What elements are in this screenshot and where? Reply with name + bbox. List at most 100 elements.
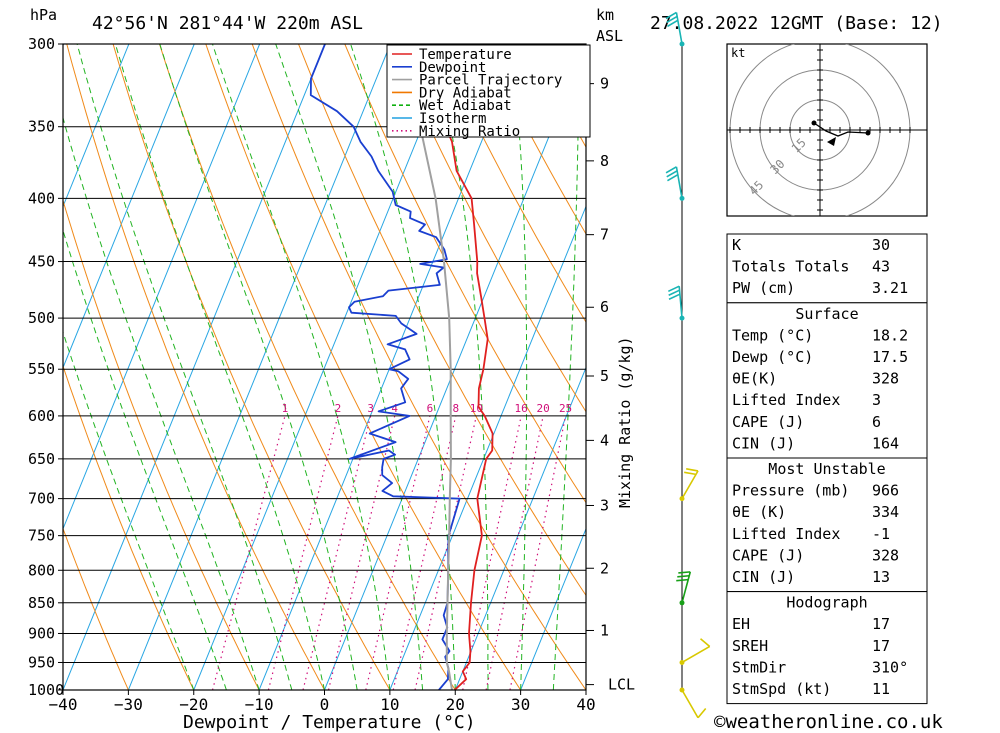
wind-barb xyxy=(679,638,711,665)
wet-adiabat-line xyxy=(159,44,358,690)
hodograph-trace xyxy=(813,122,869,137)
pressure-tick-label: 750 xyxy=(28,527,55,545)
indices-block-title: Surface xyxy=(795,305,858,323)
indices-row-value: 17.5 xyxy=(872,348,908,366)
indices-tables: K 30 Totals Totals 43 PW (cm) 3.21 Surface Temp… xyxy=(726,233,928,705)
temperature-tick-label: 20 xyxy=(446,695,465,714)
dry-adiabat-line xyxy=(994,44,1000,690)
temperature-tick-label: −10 xyxy=(245,695,274,714)
mixing-ratio-label: 6 xyxy=(427,402,434,415)
wind-barb-staff xyxy=(681,470,699,500)
hodograph-unit: kt xyxy=(731,46,745,60)
wind-barb-flag xyxy=(686,468,699,472)
temperature-tick-label: 0 xyxy=(320,695,330,714)
pressure-axis: 300 350 400 450 500 550 600 650 700 750 800 850 900 9… xyxy=(28,35,64,699)
wind-barb-dot xyxy=(679,687,685,693)
indices-row-value: 334 xyxy=(872,503,899,521)
mixing-ratio-label: 4 xyxy=(391,402,398,415)
temperature-tick-label: −20 xyxy=(179,695,208,714)
isotherm-line xyxy=(63,44,130,208)
wind-barb-flag xyxy=(667,19,679,28)
copyright-footer: ©weatheronline.co.uk xyxy=(714,711,943,733)
indices-block-title: Hodograph xyxy=(786,594,867,612)
height-tick-label: 3 xyxy=(600,496,609,514)
indices-row-value: 6 xyxy=(872,413,881,431)
pressure-tick-label: 600 xyxy=(28,407,55,425)
wet-adiabat-line xyxy=(275,44,424,690)
wind-barb xyxy=(668,285,685,321)
series-parcel-trajectory xyxy=(395,44,453,690)
dry-adiabat-line xyxy=(344,44,586,504)
dry-adiabat-line xyxy=(437,44,586,324)
wet-adiabat-line xyxy=(510,44,528,690)
height-axis: 9 8 7 6 5 4 3 2 1 LCL xyxy=(586,75,635,694)
isotherm-line xyxy=(63,44,261,531)
indices-row-value: 310° xyxy=(872,658,908,676)
wind-barb-staff xyxy=(681,645,711,664)
wind-barb-dot xyxy=(679,600,685,606)
indices-row-value: 30 xyxy=(872,236,890,254)
wind-barb-staff xyxy=(681,571,692,604)
dry-adiabat-line xyxy=(159,44,456,690)
temperature-tick-label: −40 xyxy=(49,695,78,714)
indices-row-label: Temp (°C) xyxy=(732,326,813,344)
wind-barb-flag xyxy=(676,578,689,582)
height-tick-label: LCL xyxy=(608,676,635,694)
legend-label: Mixing Ratio xyxy=(419,124,520,140)
indices-row-value: 11 xyxy=(872,680,890,698)
height-tick-label: 8 xyxy=(600,152,609,170)
wind-barb xyxy=(676,571,692,606)
height-tick-label: 7 xyxy=(600,226,609,244)
wind-barb-flag xyxy=(684,471,697,476)
pressure-tick-label: 900 xyxy=(28,624,55,642)
isotherm-line xyxy=(389,205,586,690)
dry-adiabat-line xyxy=(251,44,586,690)
wind-barb-flag xyxy=(665,11,677,20)
dry-adiabat-line xyxy=(63,198,260,690)
height-tick-label: 1 xyxy=(600,621,609,639)
wind-barb-flag xyxy=(667,174,679,182)
datetime-title: 27.08.2022 12GMT (Base: 12) xyxy=(650,13,943,34)
temperature-axis: −40 −30 −20 −10 0 10 20 30 40 xyxy=(49,690,596,714)
temperature-tick-label: −30 xyxy=(114,695,143,714)
mixing-ratio-label: 10 xyxy=(470,402,483,415)
height-tick-label: 9 xyxy=(600,75,609,93)
pressure-tick-label: 300 xyxy=(28,35,55,53)
wind-barb-staff xyxy=(675,166,683,199)
indices-row-label: StmSpd (kt) xyxy=(732,680,831,698)
isotherm-line xyxy=(63,44,326,690)
wind-barb-staff xyxy=(681,689,699,719)
indices-row-label: K xyxy=(732,236,741,254)
wind-barb-dot xyxy=(679,496,685,502)
wind-barb-flag xyxy=(697,707,707,719)
x-axis-label: Dewpoint / Temperature (°C) xyxy=(183,712,476,733)
pressure-tick-label: 350 xyxy=(28,118,55,136)
indices-block-surface xyxy=(726,302,928,459)
pressure-tick-label: 450 xyxy=(28,253,55,271)
indices-row-label: CIN (J) xyxy=(732,568,795,586)
wet-adiabat-line xyxy=(552,44,580,690)
isotherm-line xyxy=(454,366,586,690)
indices-row-label: Totals Totals xyxy=(732,258,849,276)
mixing-ratio-labels: 1 2 3 4 6 8 10 16 20 25 xyxy=(282,402,573,415)
hodograph-end-dot xyxy=(865,130,871,136)
dry-adiabat-line xyxy=(390,44,586,413)
indices-row-label: Lifted Index xyxy=(732,525,840,543)
indices-row-label: Pressure (mb) xyxy=(732,482,849,500)
pressure-tick-label: 550 xyxy=(28,360,55,378)
wind-barb xyxy=(665,166,685,201)
indices-row-value: 164 xyxy=(872,434,899,452)
wind-barb xyxy=(679,687,707,719)
isotherm-line xyxy=(324,44,586,690)
indices-block-title: Most Unstable xyxy=(768,460,885,478)
isotherm-line xyxy=(127,44,391,690)
dry-adiabat-line xyxy=(947,44,1000,690)
indices-row-value: 966 xyxy=(872,482,899,500)
storm-motion-arrow xyxy=(827,137,836,146)
wet-adiabat-line xyxy=(63,116,260,690)
indices-row-value: 3 xyxy=(872,391,881,409)
height-tick-label: 4 xyxy=(600,431,609,449)
mixing-ratio-label: 1 xyxy=(282,402,289,415)
temperature-tick-label: 30 xyxy=(511,695,530,714)
